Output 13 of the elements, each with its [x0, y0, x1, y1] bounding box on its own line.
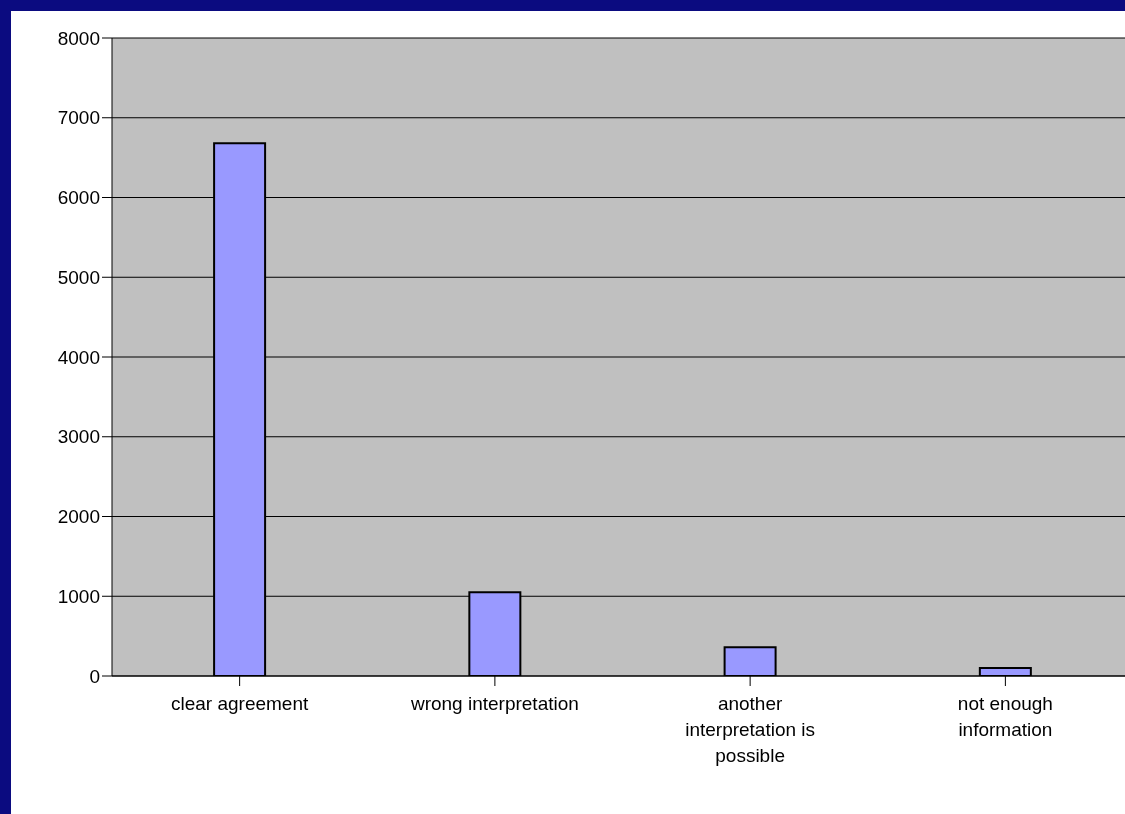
y-tick-label: 0 — [89, 665, 100, 687]
y-tick-label: 6000 — [57, 187, 100, 209]
x-tick-label: wrong interpretation — [409, 693, 579, 714]
y-tick-label: 1000 — [57, 585, 100, 607]
x-tick-label: clear agreement — [170, 693, 309, 714]
y-tick-label: 8000 — [57, 27, 100, 49]
y-tick-label: 5000 — [57, 266, 100, 288]
x-tick-label: another interpretation is possible — [685, 693, 816, 766]
y-tick-label: 3000 — [57, 426, 100, 448]
y-tick-label: 7000 — [57, 107, 100, 129]
x-tick-label: not enough information — [957, 693, 1053, 740]
y-tick-label: 2000 — [57, 506, 100, 528]
y-tick-label: 4000 — [57, 346, 100, 368]
